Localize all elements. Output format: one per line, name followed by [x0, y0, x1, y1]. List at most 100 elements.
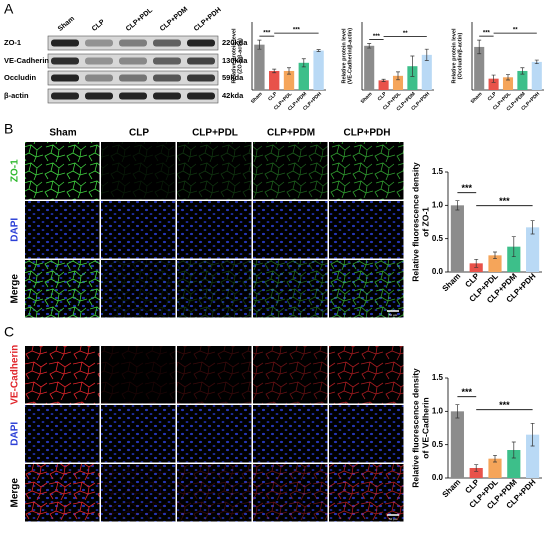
- error-bar: [367, 43, 372, 49]
- y-axis-label: of VE-Cadherin: [420, 397, 430, 458]
- band: [51, 74, 79, 82]
- band: [153, 92, 181, 100]
- band: [119, 74, 147, 82]
- bar: [488, 458, 502, 478]
- bar: [421, 54, 432, 90]
- stain: [253, 260, 328, 318]
- error-bar: [520, 67, 525, 75]
- size-label: 130kda: [222, 56, 248, 65]
- stain: [25, 260, 100, 318]
- panel-letter: C: [4, 324, 14, 340]
- band: [85, 74, 113, 82]
- error-bar: [534, 59, 539, 65]
- size-label: 59kda: [222, 73, 244, 82]
- y-axis-label: of ZO-1: [420, 207, 430, 237]
- y-axis-label: Relative protein level: [341, 28, 347, 83]
- bar: [364, 45, 375, 90]
- sig-label: ***: [263, 31, 271, 37]
- size-label: 220kda: [222, 38, 248, 47]
- lane-label: CLP+PDH: [193, 6, 223, 32]
- bar: [298, 62, 309, 90]
- error-bar: [301, 58, 306, 68]
- band: [51, 39, 79, 47]
- error-bar: [506, 74, 510, 81]
- y-axis-label: Relative fluorescence density: [410, 162, 420, 282]
- error-bar: [272, 68, 277, 74]
- column-label: CLP+PDH: [344, 128, 391, 139]
- band: [153, 74, 181, 82]
- sig-label: ***: [499, 196, 510, 206]
- scale-label: 50 μm: [389, 517, 398, 521]
- protein-label: β-actin: [4, 91, 29, 100]
- band: [187, 92, 215, 100]
- column-label: Sham: [49, 128, 76, 139]
- sig-label: ***: [499, 400, 510, 410]
- stain: [177, 464, 252, 522]
- sig-label: ***: [293, 28, 301, 34]
- row-label: ZO-1: [10, 159, 21, 182]
- bar: [488, 255, 502, 272]
- band: [119, 92, 147, 100]
- error-bar: [511, 441, 516, 459]
- bar: [469, 468, 483, 478]
- stain: [253, 142, 328, 200]
- column-label: CLP: [129, 128, 149, 139]
- error-bar: [396, 71, 400, 81]
- row-label: VE-Cadherin: [10, 345, 21, 405]
- panel-letter: B: [4, 121, 13, 137]
- band: [51, 92, 79, 100]
- band: [187, 39, 215, 47]
- bar: [507, 450, 521, 478]
- y-axis-label: (VE-Cadherin/β-actin): [347, 28, 353, 84]
- sig-label: ***: [462, 387, 473, 397]
- dapi-stain: [329, 405, 404, 463]
- dapi-stain: [177, 201, 252, 259]
- bar: [283, 70, 295, 90]
- error-bar: [455, 200, 460, 211]
- bar: [313, 50, 324, 90]
- bar: [269, 70, 280, 90]
- sig-label: **: [513, 28, 518, 34]
- lane-label: Sham: [57, 15, 76, 33]
- stain: [329, 260, 404, 318]
- protein-label: Occludin: [4, 73, 37, 82]
- y-tick-label: 1.5: [432, 373, 444, 382]
- band: [153, 39, 181, 47]
- stain: [329, 142, 404, 200]
- stain: [177, 346, 252, 404]
- error-bar: [474, 464, 479, 472]
- stain: [253, 346, 328, 404]
- stain: [329, 346, 404, 404]
- x-tick-label: Sham: [441, 478, 463, 500]
- x-tick-label: CLP: [267, 91, 279, 103]
- bar: [450, 205, 464, 272]
- sig-label: ***: [462, 183, 473, 193]
- y-tick-label: 1.0: [432, 406, 444, 415]
- row-label: Merge: [10, 274, 21, 304]
- column-label: CLP+PDL: [192, 128, 238, 139]
- error-bar: [491, 74, 496, 83]
- stain: [25, 142, 100, 200]
- x-tick-label: Sham: [250, 91, 264, 105]
- y-tick-label: 0.5: [432, 440, 444, 449]
- y-tick-label: 0.5: [432, 234, 444, 243]
- y-axis-label: (ZO-1/β-actin): [237, 38, 243, 74]
- band: [85, 92, 113, 100]
- band: [153, 57, 181, 65]
- stain: [25, 346, 100, 404]
- western-blot: Sham CLP CLP+PDL CLP+PDM CLP+PDH ZO-1 220kda VE…: [4, 6, 248, 104]
- scale-label: 50 μm: [389, 313, 398, 317]
- bar: [517, 70, 528, 90]
- band: [85, 57, 113, 65]
- x-tick-label: Sham: [441, 272, 463, 294]
- y-axis-label: Relative protein level: [231, 28, 237, 83]
- dapi-stain: [329, 201, 404, 259]
- panel-letter: A: [4, 1, 14, 17]
- error-bar: [381, 78, 386, 82]
- lane-label: CLP+PDM: [159, 6, 189, 33]
- y-tick-label: 0.0: [432, 473, 444, 482]
- stain: [101, 464, 176, 522]
- sig-label: **: [403, 31, 408, 37]
